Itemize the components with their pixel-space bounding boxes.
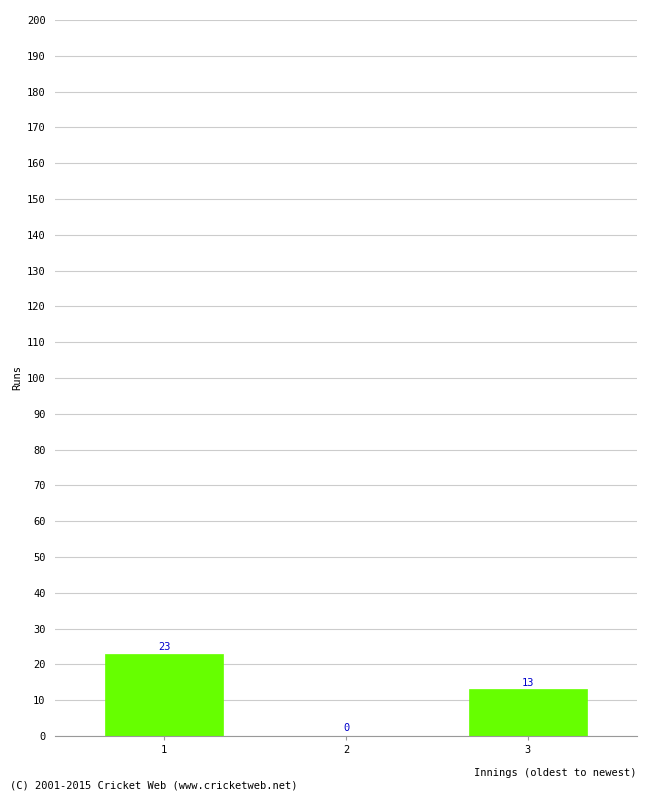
Bar [469, 690, 587, 736]
Text: 13: 13 [522, 678, 534, 688]
Text: Innings (oldest to newest): Innings (oldest to newest) [474, 768, 637, 778]
Text: 23: 23 [158, 642, 170, 652]
Text: (C) 2001-2015 Cricket Web (www.cricketweb.net): (C) 2001-2015 Cricket Web (www.cricketwe… [10, 781, 297, 790]
Y-axis label: Runs: Runs [12, 366, 23, 390]
Text: 0: 0 [343, 723, 349, 733]
Bar [105, 654, 224, 736]
